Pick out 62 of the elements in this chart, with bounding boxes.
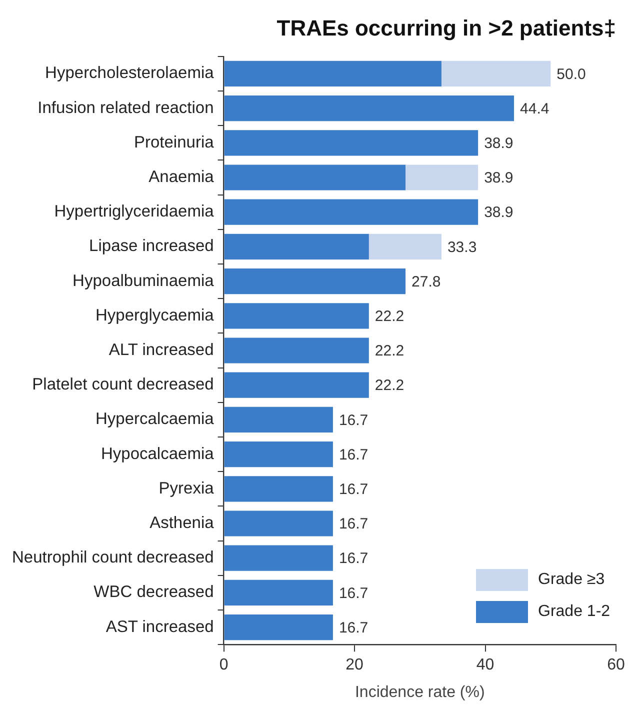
- bar: [224, 442, 333, 468]
- total-label: 38.9: [484, 204, 514, 222]
- y-tick-label: WBC decreased: [94, 583, 214, 602]
- total-label: 33.3: [447, 238, 477, 256]
- y-tick-label: Hypercholesterolaemia: [45, 64, 215, 82]
- bar: [224, 476, 333, 502]
- y-tick-label: Asthenia: [150, 514, 215, 532]
- total-label: 22.2: [374, 342, 404, 360]
- y-tick-label: Hypocalcaemia: [100, 444, 215, 463]
- bar: [224, 199, 478, 225]
- bar: [224, 545, 333, 571]
- y-tick-label: Hypertriglyceridaemia: [54, 202, 215, 221]
- legend-label: Grade 1-2: [538, 602, 610, 621]
- bar: [406, 164, 478, 190]
- y-tick-label: Infusion related reaction: [38, 98, 214, 117]
- total-label: 22.2: [374, 308, 404, 326]
- total-label: 16.7: [338, 412, 368, 429]
- x-tick-label: 20: [346, 656, 364, 674]
- chart-title: TRAEs occurring in >2 patients‡: [276, 15, 616, 40]
- bar: [368, 234, 442, 260]
- bar: [224, 234, 369, 260]
- total-label: 16.7: [338, 516, 368, 533]
- y-tick-label: Proteinuria: [134, 133, 215, 152]
- total-label: 16.7: [338, 446, 368, 464]
- y-tick-label: Anaemia: [148, 168, 215, 186]
- x-tick-label: 60: [607, 656, 625, 674]
- y-tick-label: Pyrexia: [158, 479, 215, 498]
- x-axis-title: Incidence rate (%): [354, 684, 485, 701]
- legend-label: Grade ≥3: [538, 570, 605, 589]
- total-label: 27.8: [412, 273, 441, 290]
- bar: [224, 406, 333, 432]
- bar: [441, 60, 551, 86]
- total-label: 16.7: [338, 584, 368, 602]
- total-label: 16.7: [338, 550, 368, 568]
- bar: [224, 510, 333, 536]
- total-label: 44.4: [520, 100, 550, 118]
- total-label: 38.9: [484, 170, 514, 187]
- bar: [224, 130, 478, 156]
- total-label: 16.7: [338, 481, 368, 498]
- bar: [224, 268, 406, 294]
- bar: [224, 60, 442, 86]
- bar: [224, 96, 514, 122]
- y-tick-label: Platelet count decreased: [32, 376, 214, 394]
- y-tick-label: Neutrophil count decreased: [12, 548, 214, 567]
- bar: [224, 614, 333, 640]
- bar: [224, 303, 369, 329]
- y-tick-label: ALT increased: [108, 341, 214, 360]
- bar: [224, 164, 406, 190]
- total-label: 50.0: [556, 66, 586, 83]
- total-label: 22.2: [374, 377, 404, 394]
- bar: [224, 372, 369, 398]
- y-tick-label: AST increased: [106, 618, 214, 636]
- y-tick-label: Hyperglycaemia: [96, 306, 215, 324]
- bar: [224, 580, 333, 606]
- y-tick-label: Hypoalbuminaemia: [72, 272, 215, 290]
- bar: [224, 338, 369, 364]
- x-tick-label: 0: [219, 656, 228, 674]
- y-tick-label: Hypercalcaemia: [96, 410, 215, 428]
- x-tick-label: 40: [476, 656, 494, 674]
- y-tick-label: Lipase increased: [89, 237, 214, 256]
- total-label: 16.7: [338, 619, 368, 636]
- total-label: 38.9: [484, 135, 514, 152]
